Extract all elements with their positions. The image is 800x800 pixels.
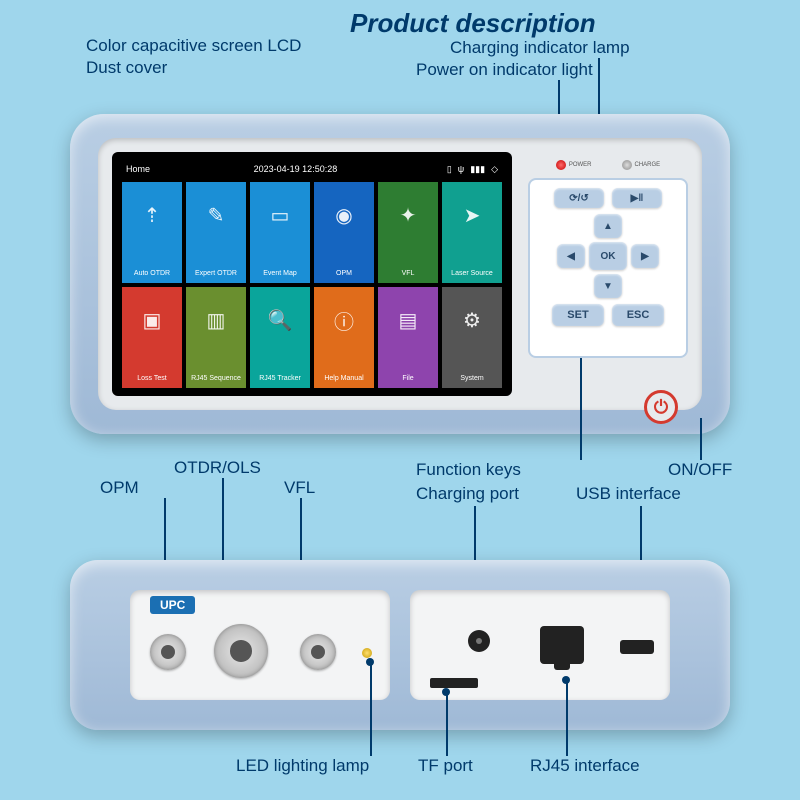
tile-label: Laser Source: [451, 270, 493, 277]
tile-icon: ▣: [137, 305, 167, 335]
label-power-light: Power on indicator light: [416, 60, 593, 80]
label-dust-cover: Dust cover: [86, 58, 167, 78]
device-front: Home 2023-04-19 12:50:28 ▯ψ▮▮▮◇ ⇡ Auto OT…: [70, 114, 730, 434]
tile-label: RJ45 Tracker: [259, 375, 301, 382]
tf-port[interactable]: [430, 678, 478, 688]
tile-icon: ▥: [201, 305, 231, 335]
app-tile[interactable]: ⓘ Help Manual: [314, 287, 374, 388]
tile-label: Auto OTDR: [134, 270, 170, 277]
power-button[interactable]: ⏻: [644, 390, 678, 424]
app-tile[interactable]: ▭ Event Map: [250, 182, 310, 283]
label-charging-lamp: Charging indicator lamp: [450, 38, 630, 58]
device-top-view: UPC: [70, 560, 730, 730]
app-tile[interactable]: 🔍 RJ45 Tracker: [250, 287, 310, 388]
label-vfl: VFL: [284, 478, 315, 498]
tile-label: VFL: [402, 270, 415, 277]
io-port-panel: [410, 590, 670, 700]
leader-line: [700, 418, 702, 460]
opm-port[interactable]: [150, 634, 186, 670]
tile-icon: ✦: [393, 200, 423, 230]
label-led-lamp: LED lighting lamp: [236, 756, 369, 776]
app-grid: ⇡ Auto OTDR ✎ Expert OTDR ▭ Event Map ◉ OPM ✦ VFL…: [122, 182, 502, 388]
tile-icon: 🔍: [265, 305, 295, 335]
label-rj45: RJ45 interface: [530, 756, 640, 776]
key-set[interactable]: SET: [552, 304, 604, 326]
indicator-row: POWER CHARGE: [528, 152, 688, 178]
tile-icon: ▭: [265, 200, 295, 230]
device-bezel: Home 2023-04-19 12:50:28 ▯ψ▮▮▮◇ ⇡ Auto OT…: [98, 138, 702, 410]
leader-line: [580, 358, 582, 460]
label-usb: USB interface: [576, 484, 681, 504]
app-tile[interactable]: ⚙ System: [442, 287, 502, 388]
key-left[interactable]: ◀: [557, 244, 585, 268]
charge-led: [622, 160, 632, 170]
label-otdrols: OTDR/OLS: [174, 458, 261, 478]
tile-label: OPM: [336, 270, 352, 277]
optical-port-panel: UPC: [130, 590, 390, 700]
leader-dot: [366, 658, 374, 666]
key-esc[interactable]: ESC: [612, 304, 664, 326]
label-opm: OPM: [100, 478, 139, 498]
app-tile[interactable]: ▤ File: [378, 287, 438, 388]
status-bar: Home 2023-04-19 12:50:28 ▯ψ▮▮▮◇: [122, 162, 502, 176]
usb-port[interactable]: [620, 640, 654, 654]
led-lighting-lamp: [362, 648, 372, 658]
leader-line: [566, 682, 568, 756]
key-up[interactable]: ▲: [594, 214, 622, 238]
label-screen: Color capacitive screen LCD: [86, 36, 301, 56]
key-right[interactable]: ▶: [631, 244, 659, 268]
tile-label: File: [402, 375, 413, 382]
tile-icon: ⇡: [137, 200, 167, 230]
app-tile[interactable]: ➤ Laser Source: [442, 182, 502, 283]
tile-icon: ⓘ: [329, 305, 359, 335]
tile-icon: ◉: [329, 200, 359, 230]
charging-port[interactable]: [468, 630, 490, 652]
tile-label: Event Map: [263, 270, 296, 277]
key-mode[interactable]: ⟳/↺: [554, 188, 604, 208]
tile-icon: ⚙: [457, 305, 487, 335]
app-tile[interactable]: ✎ Expert OTDR: [186, 182, 246, 283]
key-down[interactable]: ▼: [594, 274, 622, 298]
label-function-keys: Function keys: [416, 460, 521, 480]
label-tf: TF port: [418, 756, 473, 776]
tile-label: RJ45 Sequence: [191, 375, 241, 382]
app-tile[interactable]: ✦ VFL: [378, 182, 438, 283]
key-ok[interactable]: OK: [589, 242, 627, 270]
power-led-label: POWER: [569, 162, 592, 168]
charge-led-label: CHARGE: [635, 162, 661, 168]
tile-label: Expert OTDR: [195, 270, 237, 277]
leader-dot: [442, 688, 450, 696]
rj45-port[interactable]: [540, 626, 584, 664]
upc-badge: UPC: [150, 596, 195, 614]
app-tile[interactable]: ▥ RJ45 Sequence: [186, 287, 246, 388]
tile-label: Help Manual: [324, 375, 363, 382]
app-tile[interactable]: ▣ Loss Test: [122, 287, 182, 388]
app-tile[interactable]: ⇡ Auto OTDR: [122, 182, 182, 283]
page-title: Product description: [350, 8, 596, 39]
dpad: ▲ ◀ OK ▶ ▼: [557, 214, 659, 298]
status-datetime: 2023-04-19 12:50:28: [254, 164, 338, 174]
lcd-screen[interactable]: Home 2023-04-19 12:50:28 ▯ψ▮▮▮◇ ⇡ Auto OT…: [112, 152, 512, 396]
tile-icon: ➤: [457, 200, 487, 230]
otdr-port[interactable]: [214, 624, 268, 678]
label-onoff: ON/OFF: [668, 460, 732, 480]
leader-line: [370, 664, 372, 756]
right-panel: POWER CHARGE ⟳/↺ ▶ǁ ▲ ◀ OK ▶: [528, 152, 688, 396]
tile-label: Loss Test: [137, 375, 166, 382]
app-tile[interactable]: ◉ OPM: [314, 182, 374, 283]
label-charging-port: Charging port: [416, 484, 519, 504]
tile-icon: ▤: [393, 305, 423, 335]
power-led: [556, 160, 566, 170]
status-icons: ▯ψ▮▮▮◇: [441, 164, 498, 175]
tile-icon: ✎: [201, 200, 231, 230]
status-home: Home: [126, 164, 150, 174]
keypad: ⟳/↺ ▶ǁ ▲ ◀ OK ▶ ▼ SET ESC: [528, 178, 688, 358]
key-play[interactable]: ▶ǁ: [612, 188, 662, 208]
tile-label: System: [460, 375, 483, 382]
vfl-port[interactable]: [300, 634, 336, 670]
leader-dot: [562, 676, 570, 684]
leader-line: [446, 694, 448, 756]
